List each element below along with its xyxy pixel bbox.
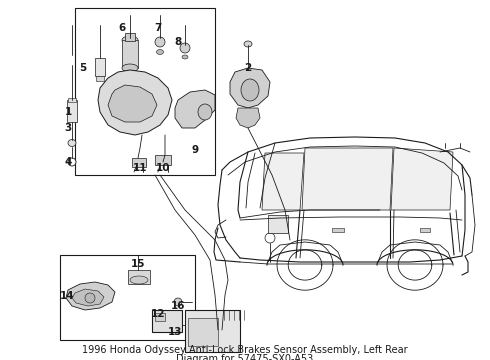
Bar	[75, 8, 215, 175]
Text: 6: 6	[119, 23, 125, 33]
Text: 9: 9	[192, 145, 198, 155]
Text: 13: 13	[168, 327, 182, 337]
Polygon shape	[236, 108, 260, 128]
Text: 7: 7	[154, 23, 162, 33]
Bar	[332, 228, 344, 232]
Bar	[155, 155, 171, 165]
Ellipse shape	[174, 298, 182, 306]
Ellipse shape	[122, 36, 138, 44]
Bar	[122, 40, 138, 68]
Bar	[96, 76, 104, 81]
Bar	[268, 215, 288, 233]
Text: 11: 11	[133, 163, 147, 173]
Bar	[420, 228, 430, 232]
Text: 1: 1	[64, 107, 72, 117]
Polygon shape	[66, 282, 115, 310]
Text: 5: 5	[79, 63, 87, 73]
Bar	[132, 158, 146, 167]
Ellipse shape	[241, 79, 259, 101]
Polygon shape	[72, 289, 104, 306]
Bar	[188, 318, 218, 346]
Text: 8: 8	[174, 37, 182, 47]
Polygon shape	[175, 90, 215, 128]
Polygon shape	[391, 148, 453, 210]
Ellipse shape	[85, 293, 95, 303]
Text: 12: 12	[151, 309, 165, 319]
Text: 3: 3	[64, 123, 72, 133]
Ellipse shape	[130, 276, 148, 284]
Text: 2: 2	[245, 63, 252, 73]
Bar	[152, 310, 182, 332]
Bar	[125, 33, 135, 41]
Ellipse shape	[156, 49, 164, 54]
Ellipse shape	[155, 37, 165, 47]
Text: 16: 16	[171, 301, 185, 311]
Bar	[95, 58, 105, 76]
Ellipse shape	[68, 139, 76, 147]
Ellipse shape	[122, 64, 138, 72]
Bar	[68, 98, 76, 102]
Bar	[60, 255, 195, 340]
Text: 10: 10	[156, 163, 170, 173]
Polygon shape	[302, 148, 393, 210]
Ellipse shape	[244, 41, 252, 47]
Text: 14: 14	[60, 291, 74, 301]
Text: 15: 15	[131, 259, 145, 269]
Text: Diagram for 57475-SX0-A53: Diagram for 57475-SX0-A53	[176, 354, 314, 360]
Polygon shape	[230, 68, 270, 108]
Polygon shape	[262, 153, 304, 210]
Polygon shape	[108, 85, 157, 122]
Polygon shape	[98, 70, 172, 135]
Bar	[128, 270, 150, 284]
Text: 1996 Honda Odyssey Anti-Lock Brakes Sensor Assembly, Left Rear: 1996 Honda Odyssey Anti-Lock Brakes Sens…	[82, 345, 408, 355]
Ellipse shape	[180, 43, 190, 53]
Text: 4: 4	[64, 157, 72, 167]
Ellipse shape	[198, 104, 212, 120]
Ellipse shape	[265, 233, 275, 243]
Ellipse shape	[68, 158, 76, 166]
Bar	[155, 313, 165, 321]
Bar	[67, 100, 77, 122]
Ellipse shape	[182, 55, 188, 59]
Bar	[185, 310, 240, 352]
